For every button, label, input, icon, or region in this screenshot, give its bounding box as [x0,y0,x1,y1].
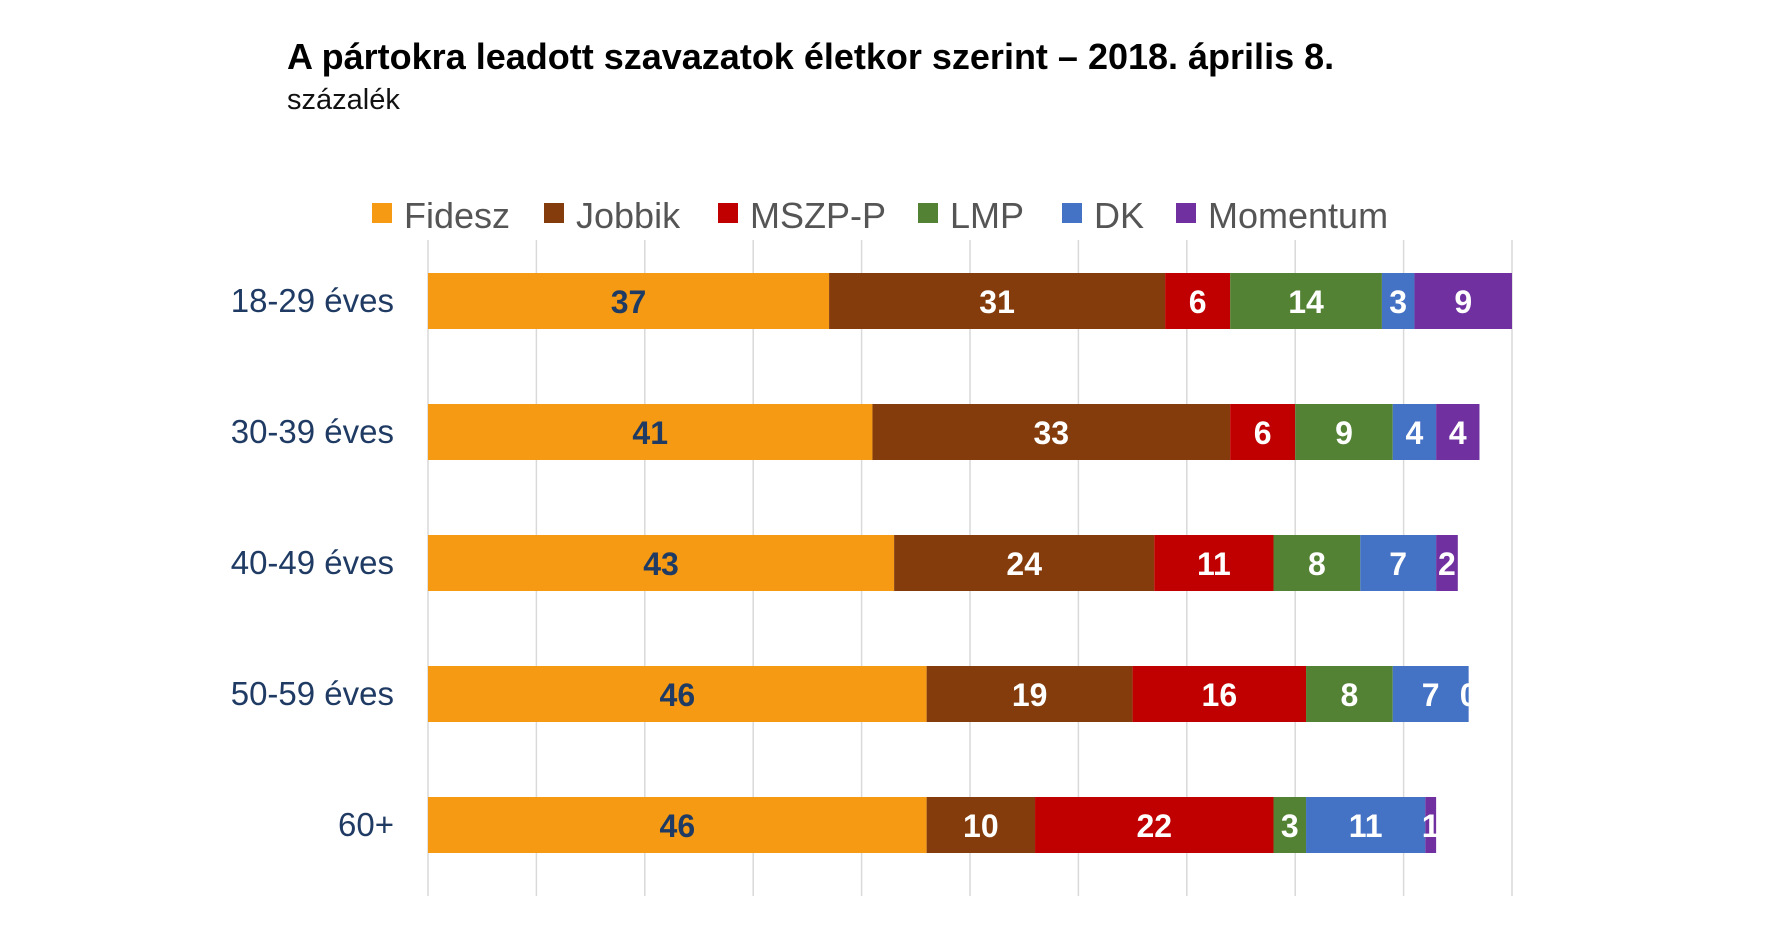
bar-segment [1230,404,1296,460]
data-label: 1 [1422,808,1440,844]
legend-label: DK [1094,195,1144,236]
data-label: 33 [1034,415,1070,451]
legend-label: Fidesz [404,195,510,236]
category-labels: 18-29 éves 30-39 éves 40-49 éves 50-59 éves… [231,282,394,843]
data-label: 9 [1335,415,1353,451]
bar-segment [1295,404,1393,460]
category-label: 60+ [338,806,394,843]
bar-segment [1154,535,1274,591]
data-label: 11 [1349,808,1383,844]
data-label: 4 [1449,415,1467,451]
category-label: 30-39 éves [231,413,394,450]
bar-segment [1392,404,1437,460]
data-label: 24 [1006,546,1042,582]
legend-swatch [718,203,738,223]
data-labels: 37 31 6 14 3 941 33 6 9 4 443 24 11 8 7 246 19 16 8 7 046 10 2… [611,284,1478,844]
data-label: 43 [643,546,679,582]
data-label: 6 [1254,415,1272,451]
legend-label: LMP [950,195,1024,236]
bar-segment [1306,797,1426,853]
data-label: 11 [1197,546,1231,582]
data-label: 10 [963,808,999,844]
legend-label: Momentum [1208,195,1388,236]
bar-segment [1392,666,1469,722]
data-label: 3 [1281,808,1299,844]
bar-segment [1273,535,1361,591]
bar-segment [428,797,927,853]
data-label: 14 [1288,284,1324,320]
data-label: 16 [1202,677,1238,713]
bar-segment [926,797,1036,853]
bar-segment [1360,535,1437,591]
bar-segment [872,404,1231,460]
legend: Fidesz Jobbik MSZP-P LMP DK Momentum [372,195,1388,236]
chart-subtitle: százalék [287,84,400,116]
legend-swatch [918,203,938,223]
bar-segment [1436,535,1458,591]
bar-segment [1230,273,1382,329]
data-label: 46 [660,677,696,713]
data-label: 41 [632,415,668,451]
bar-segment [428,535,895,591]
bar-segment [1381,273,1415,329]
bar-segment [1132,666,1307,722]
data-label: 8 [1341,677,1359,713]
bar-segment [1035,797,1274,853]
data-label: 46 [660,808,696,844]
legend-swatch [544,203,564,223]
category-label: 40-49 éves [231,544,394,581]
bar-segment [926,666,1133,722]
data-label: 19 [1012,677,1048,713]
data-label: 7 [1422,677,1440,713]
legend-label: Jobbik [576,195,681,236]
bar-segment [428,666,927,722]
category-label: 18-29 éves [231,282,394,319]
legend-swatch [1062,203,1082,223]
data-label: 22 [1136,808,1172,844]
bars [428,273,1512,853]
legend-swatch [372,203,392,223]
data-label: 3 [1389,284,1407,320]
bar-segment [1165,273,1231,329]
bar-segment [894,535,1155,591]
category-label: 50-59 éves [231,675,394,712]
data-label: 2 [1438,546,1456,582]
legend-swatch [1176,203,1196,223]
bar-segment [1425,797,1437,853]
data-label: 0 [1460,677,1478,713]
legend-label: MSZP-P [750,195,886,236]
bar-segment [1273,797,1307,853]
bar-segment [1414,273,1512,329]
bar-segment [1306,666,1393,722]
data-label: 7 [1389,546,1407,582]
data-label: 31 [979,284,1015,320]
data-label: 4 [1406,415,1424,451]
bar-segment [829,273,1166,329]
bar-segment [428,404,873,460]
data-label: 37 [611,284,647,320]
data-label: 9 [1454,284,1472,320]
chart-title: A pártokra leadott szavazatok életkor sz… [287,36,1335,77]
data-label: 8 [1308,546,1326,582]
bar-segment [428,273,830,329]
bar-segment [1436,404,1480,460]
data-label: 6 [1189,284,1207,320]
